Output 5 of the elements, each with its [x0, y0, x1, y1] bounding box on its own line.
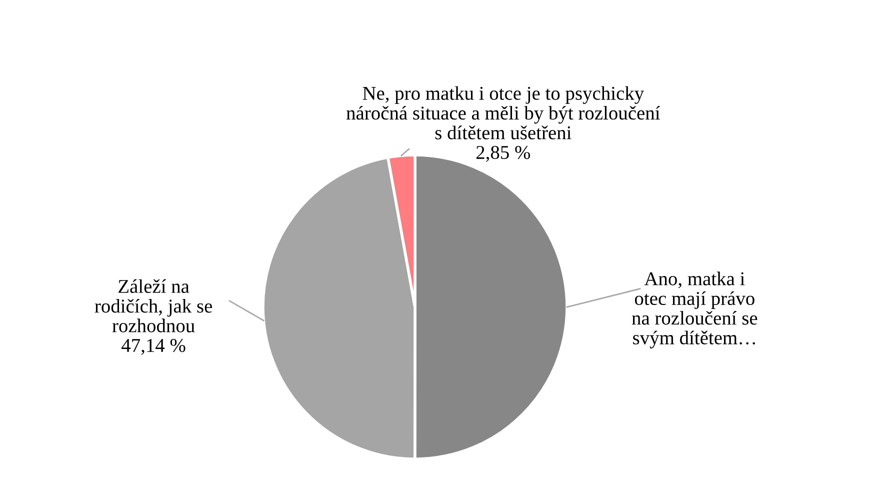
- slice-label: Ne, pro matku i otce je to psychicky náročná situace a měli by být rozloučení s dítětem ušetřeni: [346, 86, 660, 140]
- data-label: 47,14 %: [122, 338, 186, 355]
- data-label: 2,85 %: [476, 146, 530, 162]
- slice-label: Záleží na rodičích, jak se rozhodnou: [94, 279, 212, 332]
- slice-label: Ano, matka i otec mají právo na rozloučení se svým dítětem…: [632, 272, 758, 348]
